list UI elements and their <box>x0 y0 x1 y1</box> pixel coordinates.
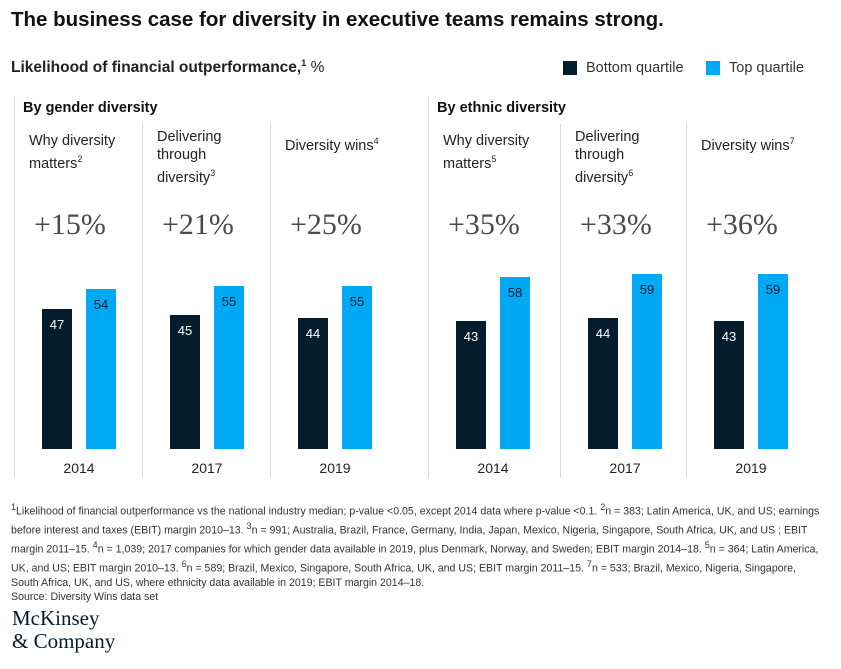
bar-top-quartile: 55 <box>342 285 372 449</box>
year-label: 2019 <box>735 460 767 476</box>
group-title: By gender diversity <box>23 100 158 116</box>
panel-divider <box>142 124 143 478</box>
footnotes: 1Likelihood of financial outperformance … <box>11 500 821 605</box>
bar-value-label: 43 <box>721 329 737 345</box>
bar-value-label: 59 <box>765 281 781 297</box>
subtitle-unit: % <box>310 59 325 77</box>
bar-value-label: 47 <box>49 317 65 333</box>
chart-title: The business case for diversity in execu… <box>11 8 664 31</box>
percent-difference: +21% <box>162 208 234 241</box>
group-divider <box>428 96 429 478</box>
percent-difference: +36% <box>706 208 778 241</box>
percent-difference: +35% <box>448 208 520 241</box>
mckinsey-logo: McKinsey & Company <box>12 607 115 653</box>
footnote-marker: 4 <box>373 136 379 146</box>
legend-label: Top quartile <box>729 60 804 76</box>
footnote-marker: 5 <box>491 154 497 164</box>
bar-value-label: 44 <box>595 326 611 342</box>
bar-value-label: 54 <box>93 296 109 312</box>
footnote-marker: 2 <box>77 154 83 164</box>
bar-bottom-quartile: 45 <box>170 315 200 449</box>
footnote-marker: 3 <box>210 168 216 178</box>
bar-bottom-quartile: 47 <box>42 309 72 449</box>
panel-title: Why diversity matters5 <box>443 133 530 172</box>
year-label: 2014 <box>63 460 95 476</box>
year-label: 2014 <box>477 460 509 476</box>
panel-divider <box>560 124 561 478</box>
legend-top-quartile: Top quartile <box>706 60 804 76</box>
legend-label: Bottom quartile <box>586 60 684 76</box>
bar-bottom-quartile: 44 <box>588 318 618 449</box>
year-label: 2019 <box>319 460 351 476</box>
bar-value-label: 58 <box>507 284 523 300</box>
bar-value-label: 43 <box>463 329 479 345</box>
footnote-text: 1Likelihood of financial outperformance … <box>11 502 820 589</box>
group-divider <box>14 96 15 478</box>
percent-difference: +25% <box>290 208 362 241</box>
group-title: By ethnic diversity <box>437 100 566 116</box>
bar-top-quartile: 59 <box>758 273 788 449</box>
bar-bottom-quartile: 43 <box>714 321 744 449</box>
logo-line: & Company <box>12 629 116 653</box>
bar-value-label: 55 <box>349 293 365 309</box>
bar-value-label: 59 <box>639 281 655 297</box>
chart-subtitle: Likelihood of financial outperformance,1… <box>11 58 324 77</box>
legend-swatch <box>706 61 720 75</box>
percent-difference: +33% <box>580 208 652 241</box>
panel-title: Delivering through diversity6 <box>575 129 640 186</box>
bar-top-quartile: 54 <box>86 288 116 449</box>
source-note: Source: Diversity Wins data set <box>11 591 159 604</box>
subtitle-footnote: 1 <box>301 58 307 68</box>
footnote-marker: 6 <box>628 168 634 178</box>
bar-value-label: 44 <box>305 326 321 342</box>
panel-title: Why diversity matters2 <box>29 133 116 172</box>
panel-title: Delivering through diversity3 <box>157 129 222 186</box>
bar-top-quartile: 59 <box>632 273 662 449</box>
percent-difference: +15% <box>34 208 106 241</box>
panel-divider <box>686 124 687 478</box>
bar-value-label: 55 <box>221 293 237 309</box>
legend-bottom-quartile: Bottom quartile <box>563 60 684 76</box>
bar-top-quartile: 58 <box>500 276 530 449</box>
bar-bottom-quartile: 44 <box>298 318 328 449</box>
bar-value-label: 45 <box>177 323 193 339</box>
footnote-marker: 7 <box>789 136 795 146</box>
bar-bottom-quartile: 43 <box>456 321 486 449</box>
bar-top-quartile: 55 <box>214 285 244 449</box>
panel-title: Diversity wins7 <box>701 136 795 154</box>
logo-line: McKinsey <box>12 606 100 630</box>
year-label: 2017 <box>191 460 223 476</box>
panel-title: Diversity wins4 <box>285 136 379 154</box>
year-label: 2017 <box>609 460 641 476</box>
panel-divider <box>270 124 271 478</box>
subtitle-text: Likelihood of financial outperformance, <box>11 59 302 77</box>
legend-swatch <box>563 61 577 75</box>
